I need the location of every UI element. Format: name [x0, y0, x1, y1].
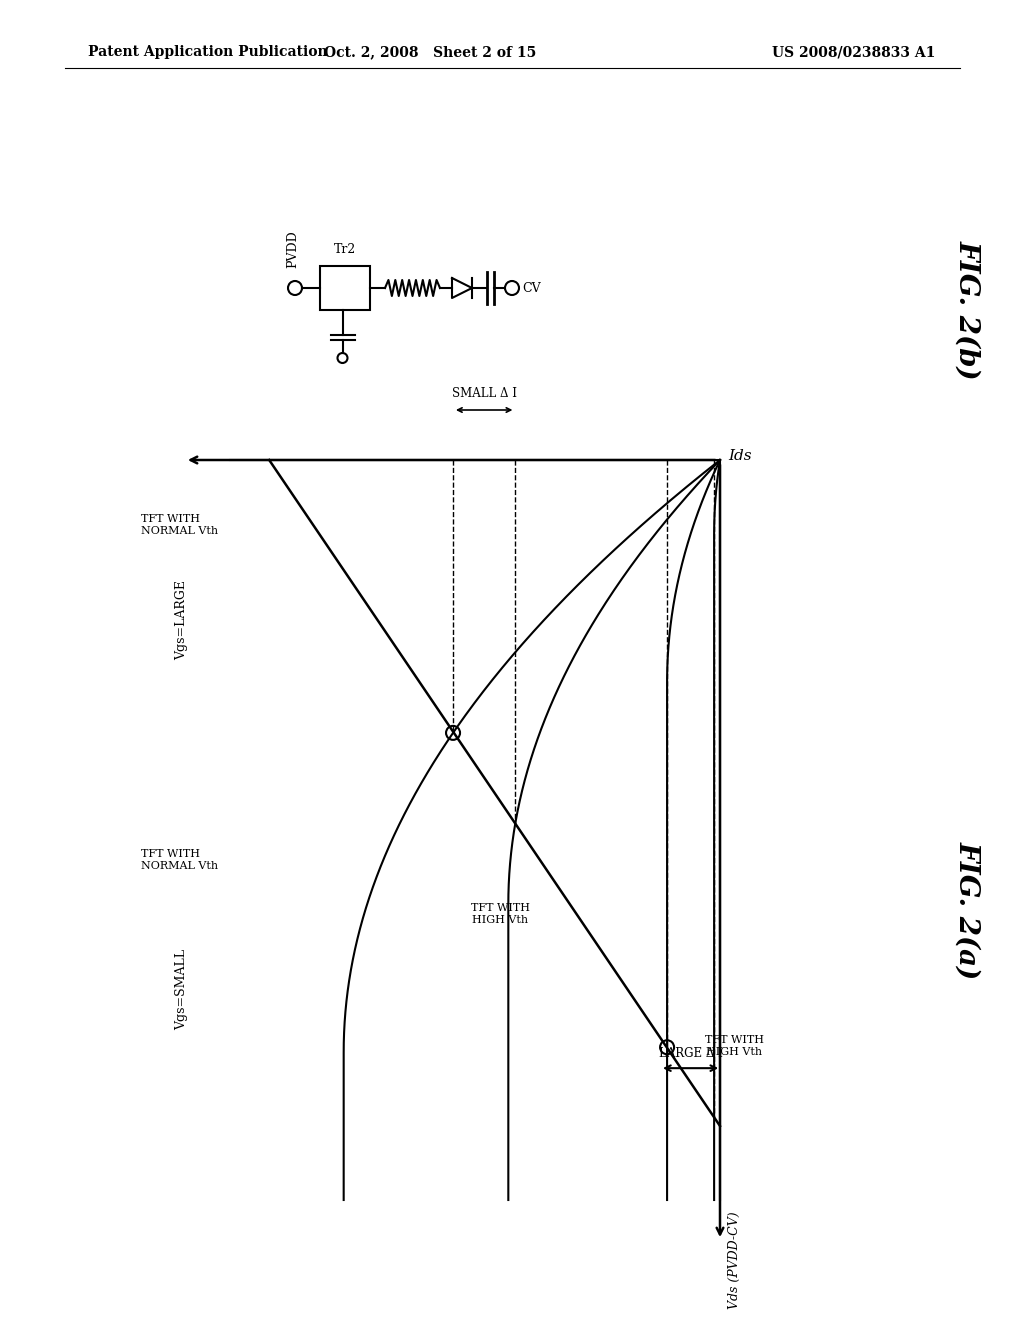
Text: PVDD: PVDD: [287, 230, 299, 268]
Text: SMALL Δ I: SMALL Δ I: [452, 387, 517, 400]
Text: LARGE Δ I: LARGE Δ I: [658, 1047, 723, 1060]
Text: CV: CV: [522, 281, 541, 294]
Text: Tr2: Tr2: [334, 243, 356, 256]
Text: Vgs=LARGE: Vgs=LARGE: [175, 579, 188, 660]
Text: Patent Application Publication: Patent Application Publication: [88, 45, 328, 59]
Text: FIG. 2(a): FIG. 2(a): [954, 841, 981, 979]
Bar: [319, 267, 370, 310]
Text: TFT WITH
NORMAL Vth: TFT WITH NORMAL Vth: [141, 849, 218, 871]
Text: FIG. 2(b): FIG. 2(b): [954, 240, 981, 380]
Text: Vds (PVDD-CV): Vds (PVDD-CV): [728, 1212, 741, 1309]
Text: US 2008/0238833 A1: US 2008/0238833 A1: [772, 45, 935, 59]
Text: TFT WITH
HIGH Vth: TFT WITH HIGH Vth: [705, 1035, 764, 1057]
Text: Vgs=SMALL: Vgs=SMALL: [175, 949, 188, 1031]
Text: TFT WITH
HIGH Vth: TFT WITH HIGH Vth: [471, 903, 529, 925]
Text: TFT WITH
NORMAL Vth: TFT WITH NORMAL Vth: [141, 515, 218, 536]
Text: Ids: Ids: [728, 449, 752, 463]
Text: Oct. 2, 2008   Sheet 2 of 15: Oct. 2, 2008 Sheet 2 of 15: [324, 45, 537, 59]
